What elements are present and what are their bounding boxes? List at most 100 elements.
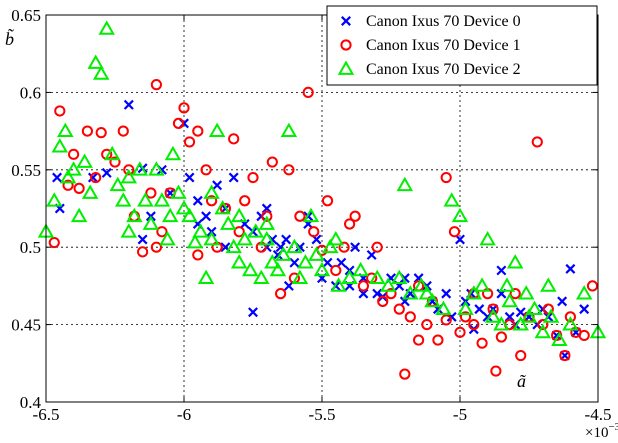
data-point <box>418 285 436 300</box>
legend-marker-device-1 <box>340 39 352 51</box>
y-axis-label: b̃ <box>5 28 15 49</box>
data-point <box>372 288 383 299</box>
y-tick-label: 0.5 <box>20 238 41 257</box>
data-point <box>57 122 74 137</box>
data-point <box>275 246 292 261</box>
data-point <box>366 249 377 260</box>
data-point <box>371 241 383 253</box>
data-point <box>496 265 507 276</box>
data-point <box>515 307 526 318</box>
data-point <box>297 254 314 269</box>
data-point <box>515 349 527 362</box>
data-point <box>225 238 242 254</box>
x-tick-label: -6.5 <box>33 405 60 424</box>
data-point <box>145 187 157 199</box>
data-point <box>377 295 389 307</box>
data-point <box>473 277 491 292</box>
data-point <box>476 337 488 349</box>
x-tick-label: -4.5 <box>585 405 612 424</box>
legend-label-device-0: Canon Ixus 70 Device 0 <box>366 13 521 30</box>
data-point <box>192 125 204 137</box>
data-point <box>338 241 350 253</box>
legend-label-device-2: Canon Ixus 70 Device 2 <box>366 61 521 78</box>
data-point <box>228 133 240 145</box>
data-point <box>123 99 134 110</box>
axis-ticks: -6.5 -6 -5.5 -5 -4.5 0.4 0.45 0.5 0.55 0.6 0.65 <box>11 6 611 424</box>
data-point <box>184 172 195 183</box>
data-point <box>479 230 496 246</box>
data-point <box>261 203 272 214</box>
data-point <box>283 164 295 176</box>
data-point <box>506 254 524 269</box>
data-point <box>435 300 452 315</box>
x-tick-label: -5 <box>453 405 467 424</box>
x-axis-multiplier: ×10−3 <box>585 421 618 441</box>
data-point <box>101 167 112 178</box>
data-point <box>117 125 129 137</box>
y-tick-label: 0.65 <box>11 6 41 25</box>
data-point <box>228 172 239 183</box>
data-point <box>164 145 182 161</box>
data-point <box>131 161 149 176</box>
data-point <box>247 171 259 184</box>
data-point <box>565 263 576 274</box>
data-point <box>578 329 590 342</box>
data-point <box>586 280 599 292</box>
data-point <box>501 292 518 308</box>
data-point <box>197 269 215 285</box>
data-point <box>200 164 212 176</box>
data-point <box>443 192 460 207</box>
data-point <box>344 218 356 230</box>
data-point <box>432 334 444 346</box>
data-point <box>153 192 171 207</box>
data-point <box>349 210 361 222</box>
data-point <box>236 230 253 246</box>
data-point <box>399 368 411 380</box>
data-point <box>286 238 303 254</box>
data-point <box>70 207 88 223</box>
data-point <box>468 319 480 331</box>
data-point <box>440 171 452 184</box>
data-point <box>557 296 568 307</box>
data-point <box>564 311 577 323</box>
data-point <box>148 161 165 176</box>
legend-marker-device-2 <box>337 60 355 75</box>
data-point <box>65 161 82 176</box>
data-point <box>490 365 502 377</box>
data-point <box>275 288 287 300</box>
data-point <box>73 182 85 194</box>
data-point <box>92 65 110 80</box>
y-tick-label: 0.55 <box>11 161 41 180</box>
data-point <box>498 277 516 292</box>
data-point <box>455 234 465 245</box>
data-point <box>178 102 190 114</box>
data-point <box>283 280 294 291</box>
data-point <box>562 316 579 331</box>
data-point <box>115 192 132 207</box>
data-point <box>424 292 441 308</box>
data-point <box>308 246 325 261</box>
data-point <box>441 288 452 299</box>
data-point <box>212 180 223 191</box>
x-tick-label: -6 <box>177 405 191 424</box>
data-point <box>322 257 333 268</box>
data-point <box>302 86 314 99</box>
data-point <box>330 277 347 292</box>
data-point <box>341 269 358 285</box>
data-point <box>214 199 231 215</box>
y-tick-label: 0.4 <box>20 393 42 412</box>
data-point <box>396 176 414 192</box>
data-point <box>474 304 485 315</box>
data-point <box>192 223 209 238</box>
data-point <box>264 254 281 269</box>
data-point <box>48 236 60 249</box>
data-point <box>281 234 292 245</box>
data-point <box>534 323 552 339</box>
data-point <box>76 153 93 168</box>
data-point <box>186 234 204 249</box>
data-point <box>269 261 287 277</box>
data-point <box>291 269 309 285</box>
data-point <box>368 269 386 285</box>
data-point <box>81 184 99 199</box>
data-point <box>161 207 179 223</box>
